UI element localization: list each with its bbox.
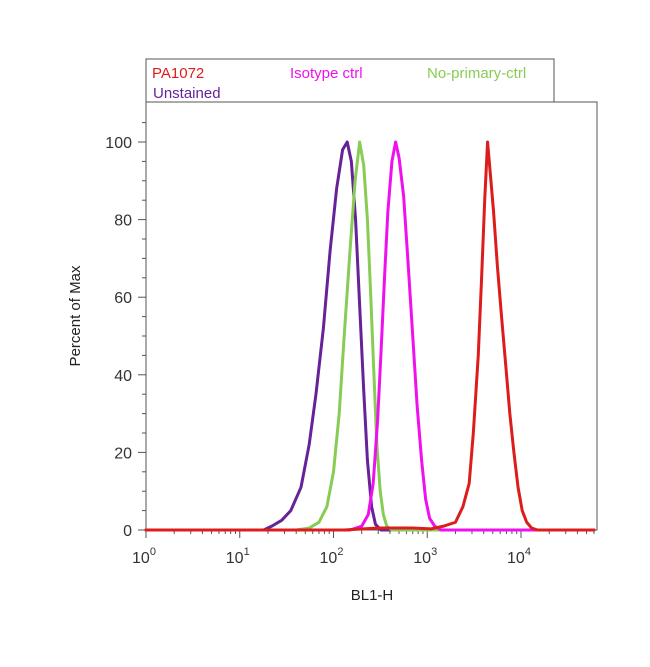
x-tick-label: 101 — [226, 546, 250, 567]
y-tick-label: 60 — [114, 290, 132, 307]
y-tick-label: 0 — [123, 523, 132, 540]
legend-box — [145, 58, 555, 103]
series-line-unstained — [144, 140, 596, 532]
y-tick-label: 100 — [105, 135, 132, 152]
y-axis-title: Percent of Max — [67, 265, 84, 366]
x-tick-label: 102 — [320, 546, 344, 567]
x-tick-label: 100 — [132, 546, 156, 567]
x-tick-label: 104 — [507, 546, 531, 567]
x-tick-label: 103 — [413, 546, 437, 567]
legend-entry-isotype-ctrl: Isotype ctrl — [290, 65, 363, 82]
legend-entry-no-primary-ctrl: No-primary-ctrl — [427, 65, 526, 82]
y-axis: 0 20 40 60 80 100 — [105, 122, 146, 540]
y-tick-label: 20 — [114, 445, 132, 462]
x-axis: 100 101 102 103 104 — [132, 530, 595, 567]
series-layer — [144, 140, 596, 532]
series-line-no-primary-ctrl — [144, 140, 596, 532]
x-axis-title: BL1-H — [351, 587, 394, 604]
series-line-pa1072 — [144, 140, 596, 532]
y-tick-label: 80 — [114, 213, 132, 230]
series-line-isotype-ctrl — [144, 140, 596, 532]
legend-entry-unstained: Unstained — [153, 85, 221, 102]
legend-entry-pa1072: PA1072 — [152, 65, 204, 82]
y-tick-label: 40 — [114, 368, 132, 385]
